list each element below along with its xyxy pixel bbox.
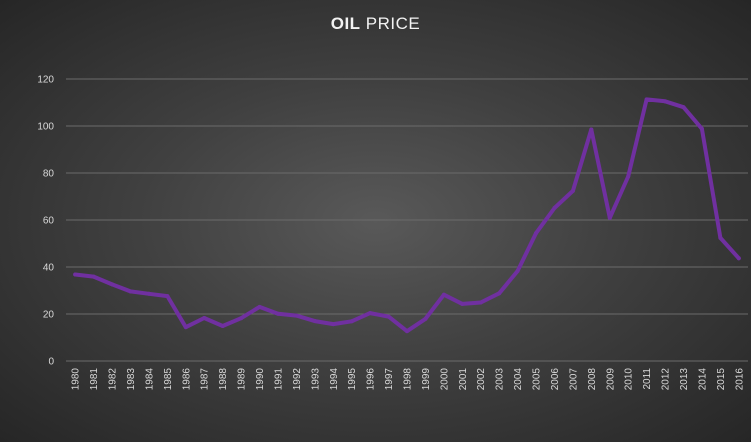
- data-point: [349, 319, 354, 324]
- data-point: [183, 325, 188, 330]
- data-point: [699, 126, 704, 131]
- data-point: [73, 272, 78, 277]
- data-point: [534, 231, 539, 236]
- data-point: [386, 314, 391, 319]
- y-tick-label: 40: [43, 263, 55, 274]
- x-tick-label: 1983: [126, 368, 137, 391]
- x-tick-label: 2011: [642, 368, 653, 390]
- y-tick-label: 80: [43, 169, 55, 180]
- data-point: [312, 319, 317, 324]
- data-point: [441, 292, 446, 297]
- x-tick-label: 1982: [108, 368, 119, 391]
- data-point: [110, 282, 115, 287]
- x-tick-label: 1993: [310, 368, 321, 391]
- data-point: [405, 329, 409, 334]
- x-tick-label: 1994: [329, 368, 340, 391]
- x-tick-label: 1995: [347, 368, 358, 391]
- data-point: [644, 97, 649, 102]
- data-point: [331, 322, 336, 327]
- data-point: [275, 311, 280, 316]
- data-point: [220, 323, 225, 328]
- x-tick-label: 2015: [716, 368, 727, 391]
- x-tick-label: 1991: [273, 368, 284, 391]
- x-tick-label: 1987: [200, 368, 211, 391]
- x-tick-label: 2002: [476, 368, 487, 391]
- data-point: [736, 256, 741, 261]
- chart-title-bold: OIL: [330, 14, 361, 33]
- x-tick-label: 2008: [587, 368, 598, 391]
- x-tick-label: 1980: [71, 368, 82, 391]
- x-tick-label: 1996: [366, 368, 377, 391]
- chart-title: OIL PRICE: [0, 14, 751, 34]
- data-point: [663, 99, 668, 104]
- x-tick-label: 1999: [421, 368, 432, 391]
- data-point: [718, 235, 723, 240]
- data-point: [497, 291, 502, 296]
- x-tick-label: 2012: [661, 368, 672, 391]
- x-tick-label: 2001: [458, 368, 469, 391]
- data-point: [128, 289, 133, 294]
- data-point: [368, 311, 373, 316]
- data-point: [515, 268, 520, 273]
- x-tick-label: 2007: [568, 368, 579, 391]
- data-point: [589, 127, 594, 132]
- x-tick-label: 1986: [181, 368, 192, 391]
- data-point: [91, 274, 96, 279]
- x-tick-label: 2013: [679, 368, 690, 391]
- x-tick-label: 2006: [550, 368, 561, 391]
- x-tick-label: 1984: [144, 368, 155, 391]
- y-tick-label: 20: [43, 310, 55, 321]
- x-tick-label: 1981: [89, 368, 100, 391]
- x-tick-label: 2005: [532, 368, 543, 391]
- y-tick-label: 100: [37, 122, 54, 133]
- series-line: [73, 97, 741, 334]
- y-tick-label: 60: [43, 216, 55, 227]
- data-point: [607, 215, 612, 220]
- data-point: [626, 174, 631, 179]
- x-tick-label: 2003: [495, 368, 506, 391]
- x-tick-label: 1992: [292, 368, 303, 391]
- x-tick-label: 1998: [403, 368, 414, 391]
- x-tick-label: 2014: [697, 368, 708, 391]
- data-point: [570, 188, 575, 193]
- x-tick-label: 1990: [255, 368, 266, 391]
- data-point: [146, 291, 151, 296]
- x-tick-label: 1989: [237, 368, 248, 391]
- x-tick-label: 2000: [439, 368, 450, 391]
- data-point: [294, 313, 299, 318]
- data-point: [257, 304, 262, 309]
- data-point: [460, 301, 465, 306]
- data-point: [239, 316, 244, 321]
- data-point: [423, 316, 428, 321]
- data-point: [552, 206, 557, 211]
- x-tick-label: 2010: [624, 368, 635, 391]
- x-tick-label: 1988: [218, 368, 229, 391]
- y-tick-label: 120: [37, 75, 54, 86]
- data-point: [681, 105, 686, 110]
- y-tick-label: 0: [48, 357, 54, 368]
- x-tick-label: 1985: [163, 368, 174, 391]
- chart-title-rest: PRICE: [360, 14, 421, 33]
- x-tick-label: 2009: [605, 368, 616, 391]
- data-point: [165, 294, 170, 299]
- x-tick-label: 1997: [384, 368, 395, 391]
- data-point: [202, 315, 207, 320]
- x-tick-label: 2016: [734, 368, 745, 391]
- data-point: [478, 300, 483, 305]
- x-tick-label: 2004: [513, 368, 524, 391]
